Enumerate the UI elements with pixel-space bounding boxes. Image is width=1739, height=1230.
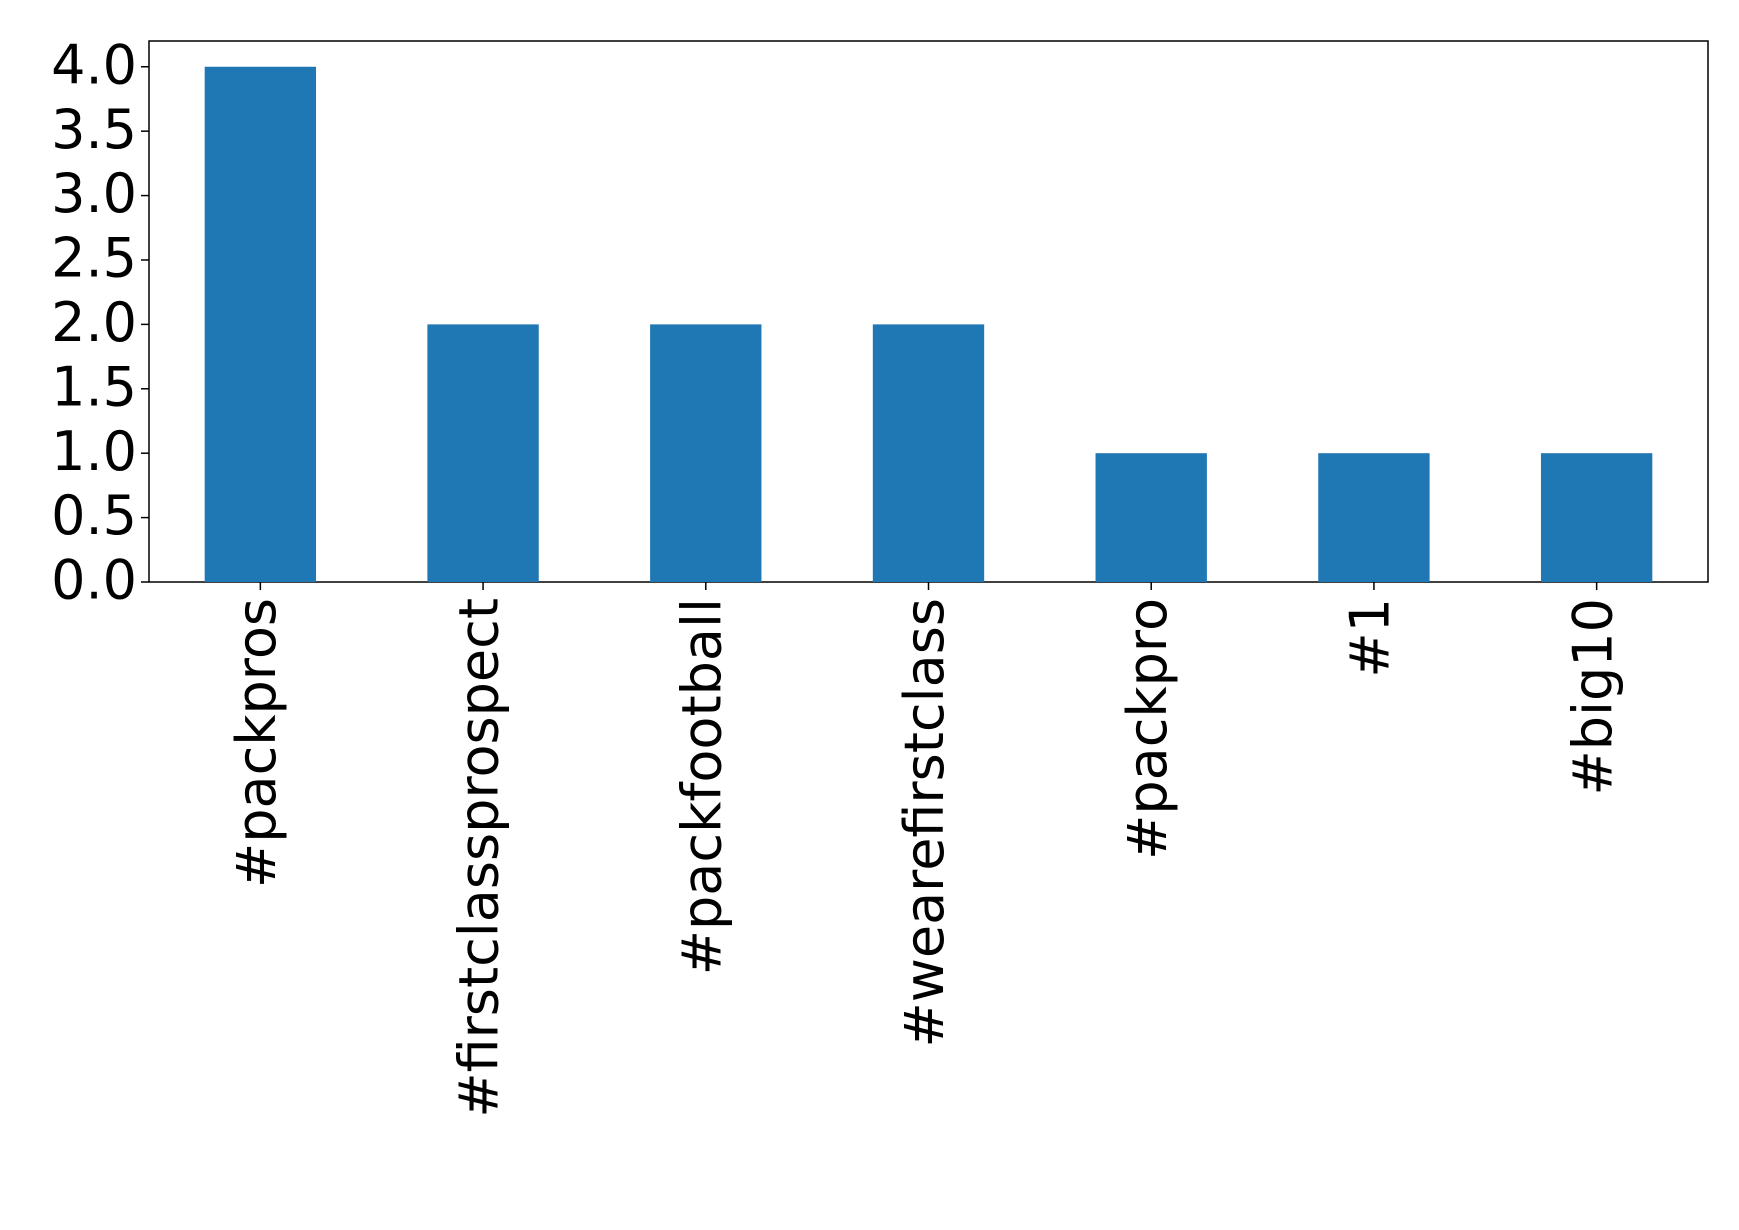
y-tick-label: 0.0 [51,549,137,612]
bar [427,324,539,582]
bar [1318,453,1430,582]
bar [1540,453,1653,582]
x-tick-label: #wearefirstclass [893,598,956,1048]
bar [650,324,762,582]
x-tick-label: #packpro [1116,598,1179,860]
x-tick-label: #big10 [1561,598,1624,796]
y-tick-label: 1.5 [51,355,137,418]
y-tick-label: 2.5 [51,227,137,290]
y-tick-label: 0.5 [51,484,137,547]
y-tick-label: 3.0 [51,162,137,225]
y-tick-label: 4.0 [51,33,137,96]
x-tick-label: #packpros [225,598,288,888]
bar [872,324,985,582]
x-tick-label: #packfootball [670,598,733,975]
x-tick-label: #firstclassprospect [448,598,511,1118]
bar [1095,453,1207,582]
y-tick-label: 1.0 [51,420,137,483]
x-tick-label: #1 [1339,598,1402,678]
bar [204,66,317,582]
y-tick-label: 2.0 [51,291,137,354]
y-tick-label: 3.5 [51,98,137,161]
